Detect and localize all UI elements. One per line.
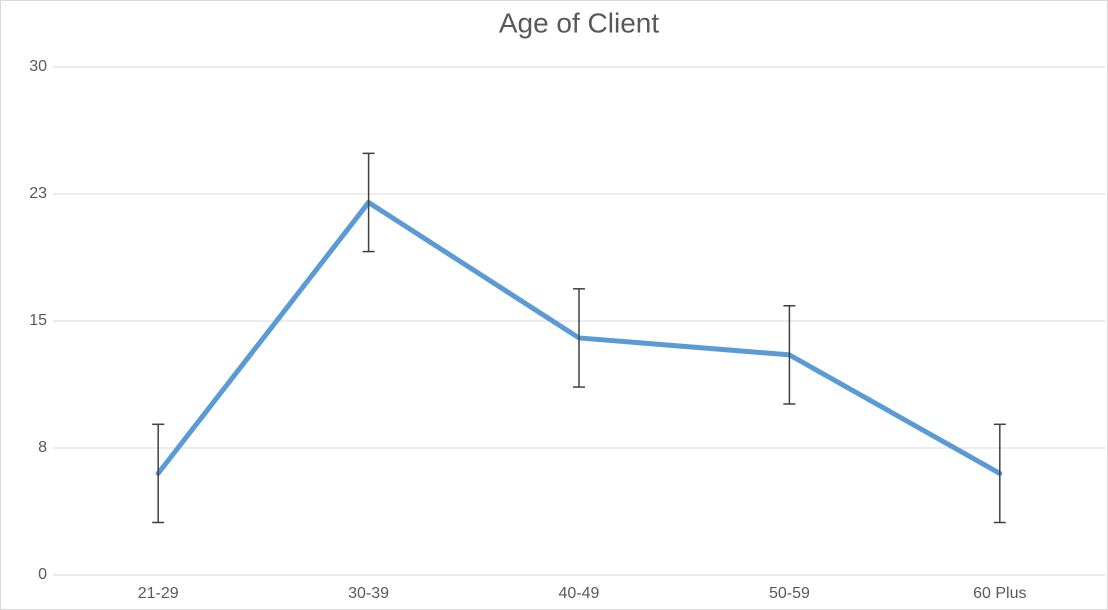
x-tick-label: 60 Plus	[973, 585, 1026, 602]
y-tick-label: 0	[38, 566, 47, 583]
error-bar	[993, 423, 1006, 524]
error-bar	[152, 423, 165, 524]
y-tick-label: 15	[29, 312, 47, 329]
y-tick-label: 8	[38, 439, 47, 456]
x-tick-label: 30-39	[348, 585, 389, 602]
error-bar	[573, 288, 585, 388]
chart-title: Age of Client	[499, 7, 660, 38]
error-bar	[783, 305, 796, 405]
x-tick-label: 40-49	[559, 585, 600, 602]
x-tick-label: 21-29	[138, 585, 179, 602]
y-tick-label: 30	[29, 58, 47, 75]
x-tick-label: 50-59	[769, 585, 810, 602]
error-bar	[362, 152, 375, 253]
y-tick-label: 23	[29, 185, 47, 202]
